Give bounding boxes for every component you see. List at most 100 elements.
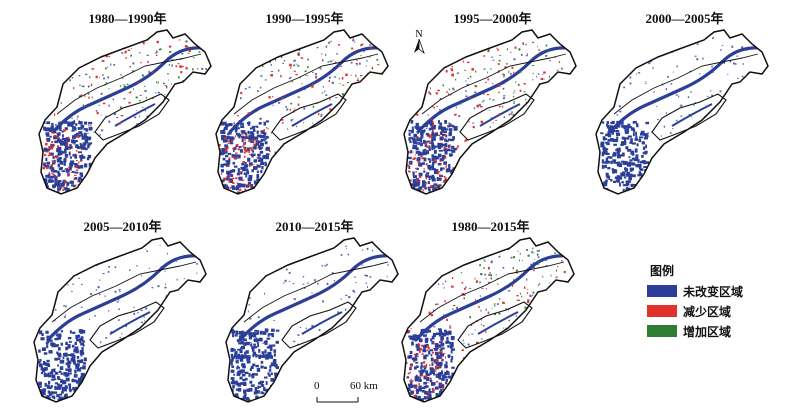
wetland-patch <box>411 357 416 361</box>
decrease-patch <box>435 365 438 368</box>
wetland-patch <box>261 186 266 191</box>
decrease-patch <box>287 128 289 130</box>
decrease-patch <box>237 148 240 151</box>
decrease-patch <box>255 141 258 143</box>
wetland-patch <box>52 167 55 171</box>
wetland-patch <box>64 144 68 149</box>
wetland-patch <box>482 99 485 101</box>
decrease-patch <box>441 189 445 192</box>
wetland-patch <box>106 47 109 49</box>
wetland-patch <box>259 330 263 335</box>
wetland-patch <box>74 341 77 346</box>
wetland-patch <box>256 261 259 264</box>
wetland-patch <box>478 103 481 106</box>
wetland-patch <box>251 136 255 140</box>
decrease-patch <box>415 272 419 276</box>
decrease-patch <box>168 136 172 138</box>
decrease-patch <box>437 89 441 92</box>
decrease-patch <box>498 84 501 87</box>
wetland-patch <box>625 187 629 192</box>
wetland-patch <box>74 171 79 174</box>
decrease-patch <box>254 139 257 141</box>
wetland-patch <box>54 330 58 334</box>
increase-patch <box>347 82 350 84</box>
wetland-patch <box>258 356 261 360</box>
decrease-patch <box>173 166 175 168</box>
wetland-patch <box>410 129 414 134</box>
wetland-patch <box>61 130 64 133</box>
wetland-patch <box>635 135 638 139</box>
wetland-patch <box>77 151 83 154</box>
increase-patch <box>187 46 189 48</box>
wetland-patch <box>347 253 350 256</box>
wetland-patch <box>233 146 237 150</box>
wetland-patch <box>274 375 277 379</box>
wetland-patch <box>452 46 454 49</box>
increase-patch <box>297 96 300 98</box>
decrease-patch <box>126 182 130 184</box>
wetland-patch <box>557 330 560 333</box>
wetland-patch <box>619 110 622 113</box>
decrease-patch <box>48 105 52 109</box>
decrease-patch <box>88 96 90 99</box>
wetland-patch <box>108 310 110 312</box>
wetland-patch <box>515 315 518 317</box>
wetland-patch <box>630 51 632 54</box>
wetland-patch <box>68 340 72 343</box>
wetland-patch <box>412 336 415 340</box>
wetland-patch <box>262 353 265 356</box>
wetland-patch <box>555 289 558 291</box>
wetland-patch <box>420 362 423 365</box>
wetland-patch <box>264 349 267 354</box>
decrease-patch <box>380 80 382 83</box>
wetland-patch <box>80 164 84 169</box>
wetland-patch <box>627 127 630 132</box>
wetland-patch <box>246 136 252 139</box>
wetland-patch <box>451 169 454 173</box>
wetland-patch <box>621 124 624 128</box>
wetland-patch <box>57 383 60 386</box>
decrease-patch <box>439 174 442 177</box>
wetland-patch <box>224 144 228 148</box>
decrease-patch <box>456 374 458 377</box>
wetland-patch <box>105 115 108 118</box>
wetland-patch <box>83 391 87 395</box>
wetland-patch <box>266 346 271 349</box>
wetland-patch <box>711 65 713 68</box>
wetland-patch <box>660 135 662 137</box>
wetland-patch <box>491 56 494 58</box>
wetland-patch <box>103 251 106 253</box>
wetland-patch <box>273 359 276 363</box>
wetland-patch <box>622 141 627 146</box>
wetland-patch <box>242 396 246 400</box>
wetland-patch <box>58 370 62 373</box>
decrease-patch <box>228 157 231 160</box>
decrease-patch <box>68 173 71 176</box>
wetland-patch <box>43 372 46 377</box>
wetland-patch <box>255 395 258 400</box>
wetland-patch <box>331 81 334 84</box>
decrease-patch <box>116 38 119 40</box>
wetland-patch <box>519 253 521 255</box>
wetland-patch <box>425 150 430 155</box>
wetland-patch <box>51 395 56 399</box>
decrease-patch <box>54 156 58 158</box>
wetland-patch <box>220 163 224 168</box>
wetland-patch <box>366 60 368 62</box>
decrease-patch <box>553 129 556 132</box>
wetland-patch <box>56 183 61 188</box>
wetland-patch <box>49 135 52 138</box>
decrease-patch <box>342 84 345 86</box>
wetland-patch <box>246 361 251 364</box>
wetland-patch <box>70 399 73 402</box>
wetland-patch <box>425 174 429 178</box>
wetland-patch <box>181 53 184 55</box>
wetland-patch <box>524 319 526 322</box>
decrease-patch <box>456 147 458 151</box>
wetland-patch <box>444 50 446 53</box>
decrease-patch <box>528 126 531 130</box>
wetland-patch <box>58 140 63 144</box>
wetland-patch <box>67 187 70 190</box>
decrease-patch <box>420 301 423 304</box>
wetland-patch <box>426 172 430 175</box>
